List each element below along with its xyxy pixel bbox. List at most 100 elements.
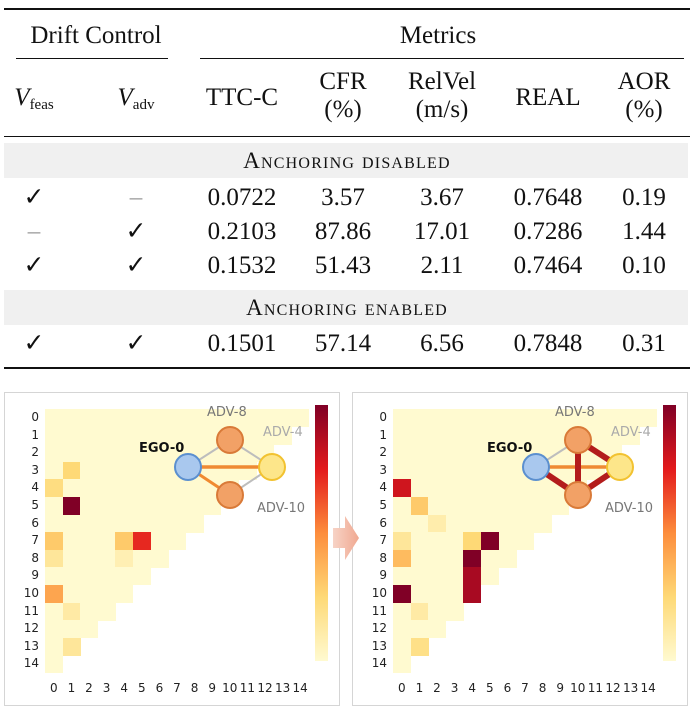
heatmap-cell [62,532,81,551]
heatmap-cell [393,497,412,516]
bottom-rule [4,367,690,369]
x-tick-label: 14 [640,681,656,695]
heatmap-cell [62,479,81,498]
heatmap-cell [410,567,429,586]
heatmap-cell [410,461,429,480]
heatmap-cell [150,426,169,445]
heatmap-cell [97,549,116,568]
heatmap-cell [481,549,500,568]
metrics-header: Metrics [399,22,477,49]
heatmap-cell [97,532,116,551]
heatmap-cell [604,409,623,428]
heatmap-cell [516,497,535,516]
heatmap-cell [498,461,517,480]
heatmap-cell [393,637,412,656]
heatmap-cell [428,549,447,568]
x-tick-label: 5 [485,681,494,695]
heatmap-cell [256,426,275,445]
heatmap-cell [410,426,429,445]
heatmap-cell [45,409,64,428]
x-tick-label: 10 [570,681,586,695]
heatmap-cell [463,479,482,498]
y-tick-label: 8 [31,550,39,565]
col-vfeas: Vfeas [14,84,54,113]
x-tick-label: 9 [556,681,564,695]
section-title-disabled: Anchoring disabled [243,148,451,173]
heatmap-cell [80,409,99,428]
heatmap-cell [428,585,447,604]
x-tick-label: 9 [208,681,216,695]
heatmap-cell [115,549,134,568]
heatmap-cell [393,620,412,639]
heatmap-cell [445,585,464,604]
heatmap-cell [115,426,134,445]
heatmap-cell [393,409,412,428]
heatmap-cell [463,409,482,428]
cell-aor: 1.44 [622,218,666,245]
graph-node-label: EGO-0 [487,441,533,456]
heatmap-cell [80,532,99,551]
heatmap-cell [45,602,64,621]
heatmap-cell [516,532,535,551]
x-tick-label: 13 [622,681,639,695]
y-tick-label: 1 [31,427,39,442]
heatmap-cell [62,602,81,621]
heatmap-cell [393,461,412,480]
y-tick-label: 0 [379,410,387,424]
heatmap-cell [463,444,482,463]
heatmap-cell [80,567,99,586]
heatmap-cell [45,514,64,533]
heatmap-cell [168,532,187,551]
heatmap-cell [80,497,99,516]
y-tick-label: 5 [379,498,387,512]
heatmap-cell [533,497,552,516]
heatmap-cell [393,602,412,621]
heatmap-cell [256,409,275,428]
heatmap-cell [168,479,187,498]
heatmap-cell [133,444,152,463]
heatmap-cell [410,409,429,428]
heatmap-cell [516,409,535,428]
y-tick-label: 10 [23,586,39,600]
col-relvel: RelVel (m/s) [407,68,477,123]
heatmap-cell [45,532,64,551]
heatmap-cell [481,479,500,498]
heatmap-cell [133,514,152,533]
heatmap-cell [45,637,64,656]
heatmap-cell [393,655,412,674]
cell-real: 0.7648 [513,184,583,211]
heatmap-cell [586,409,605,428]
heatmap-cell [498,532,517,551]
heatmap-cell [498,479,517,498]
graph-node [606,453,634,481]
heatmap-cell [115,461,134,480]
y-tick-label: 11 [23,603,39,618]
heatmap-cell [428,497,447,516]
x-tick-label: 13 [274,681,291,695]
heatmap-cell [45,567,64,586]
heatmap-cell [150,479,169,498]
heatmap-cell [445,497,464,516]
cell-aor: 0.19 [622,184,666,211]
heatmap-cell [463,585,482,604]
heatmap-cell [80,549,99,568]
cell-vadv: ✓ [125,330,147,357]
x-tick-label: 3 [102,681,111,695]
y-tick-label: 6 [31,515,39,530]
heatmap-cell [168,426,187,445]
heatmap-cell [428,602,447,621]
heatmap-cell [185,497,204,516]
cell-cfr: 57.14 [314,330,372,357]
heatmap-cell [97,497,116,516]
heatmap-cell [463,532,482,551]
heatmap-cell [45,620,64,639]
heatmap-cell [115,444,134,463]
x-tick-label: 3 [450,681,459,695]
heatmap-cell [115,532,134,551]
heatmap-cell [62,426,81,445]
heatmap-cell [428,409,447,428]
interaction-graph [174,426,286,509]
y-tick-label: 5 [31,498,39,512]
heatmap-cell [604,426,623,445]
heatmap-cell [97,567,116,586]
